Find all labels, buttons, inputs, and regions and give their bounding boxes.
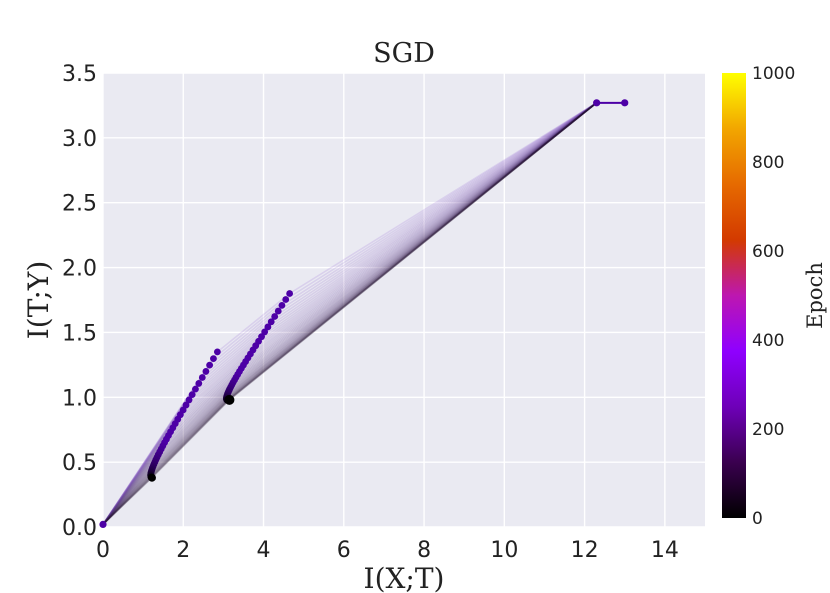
x-tick-label: 8 <box>417 538 431 563</box>
epoch-path <box>102 102 598 525</box>
epoch-path <box>102 102 598 525</box>
x-axis-label: I(X;T) <box>364 562 445 593</box>
epoch-path <box>102 102 598 525</box>
epoch-path <box>102 102 598 525</box>
colorbar-tick-label: 200 <box>752 420 784 440</box>
epoch-path <box>102 102 598 525</box>
layer3-point <box>202 368 210 375</box>
epoch-path <box>102 102 598 525</box>
epoch-path <box>102 102 598 525</box>
epoch-path <box>102 102 598 525</box>
x-tick-label: 0 <box>96 538 110 563</box>
epoch-path <box>102 102 598 525</box>
epoch-path <box>102 102 598 525</box>
layer2-end-point <box>224 394 235 405</box>
layer2-point <box>282 296 290 303</box>
epoch-path <box>102 102 598 525</box>
epoch-path <box>102 102 598 525</box>
origin-point <box>99 520 107 529</box>
epoch-path <box>102 102 598 525</box>
x-tick-label: 2 <box>176 538 190 563</box>
layer1-point <box>593 99 601 107</box>
y-tick-label: 0.0 <box>62 516 97 541</box>
epoch-path <box>102 102 598 525</box>
y-tick-label: 0.5 <box>62 451 97 476</box>
epoch-path <box>102 102 598 525</box>
epoch-path <box>102 102 598 525</box>
colorbar-bar <box>722 73 746 518</box>
x-tick-label: 12 <box>571 538 599 563</box>
layer2-point <box>267 318 275 326</box>
x-tick-label: 14 <box>651 538 679 563</box>
layer3-point <box>213 348 221 356</box>
layer3-point <box>188 391 196 399</box>
y-tick-label: 1.5 <box>62 321 97 346</box>
epoch-path <box>102 102 598 525</box>
epoch-path <box>102 102 598 525</box>
epoch-path <box>102 102 598 525</box>
colorbar-tick-label: 800 <box>752 153 784 173</box>
epoch-path <box>102 102 598 525</box>
layer2-point <box>278 301 286 309</box>
layer2-point <box>271 313 279 320</box>
y-tick-label: 2.0 <box>62 257 97 282</box>
y-axis-label: I(T;Y) <box>22 261 55 340</box>
colorbar-tick-label: 0 <box>752 509 763 529</box>
y-tick-label: 2.5 <box>62 192 97 217</box>
y-tick-label: 1.0 <box>62 386 97 411</box>
plot-background <box>103 73 705 527</box>
epoch-path <box>102 102 598 525</box>
layer3-point <box>185 396 193 404</box>
layer2-point <box>264 323 272 331</box>
epoch-path <box>102 102 598 525</box>
epoch-path <box>102 102 598 525</box>
layer3-point <box>198 374 206 381</box>
epoch-path <box>102 102 598 525</box>
epoch-path <box>102 102 598 525</box>
epoch-path <box>102 102 598 525</box>
layer2-point <box>274 307 282 315</box>
colorbar-tick-label: 600 <box>752 242 784 262</box>
epoch-path <box>102 102 598 525</box>
layer3-point <box>182 401 190 409</box>
layer3-end-point <box>147 473 156 482</box>
epoch-path <box>102 102 598 525</box>
y-tick-label: 3.5 <box>62 62 97 87</box>
colorbar-label: Epoch <box>803 262 827 329</box>
chart-title: SGD <box>373 38 435 69</box>
epoch-path <box>102 102 598 525</box>
epoch-path <box>102 102 598 525</box>
epoch-path <box>102 102 598 525</box>
epoch-path <box>102 102 598 525</box>
epoch-path <box>102 102 598 525</box>
epoch-path <box>102 102 598 525</box>
x-tick-label: 4 <box>257 538 271 563</box>
epoch-path <box>102 102 598 525</box>
colorbar: 0 200 400 600 800 1000 Epoch <box>722 64 827 529</box>
epoch-path <box>102 102 598 525</box>
epoch-path <box>102 102 598 525</box>
layer1-point <box>621 99 629 107</box>
epoch-path <box>102 102 598 525</box>
layer3-point <box>206 361 214 369</box>
layer3-point <box>210 355 217 363</box>
layer3-point <box>192 385 199 393</box>
colorbar-tick-label: 400 <box>752 331 784 351</box>
x-tick-label: 6 <box>337 538 351 563</box>
epoch-path <box>102 102 598 525</box>
layer2-point <box>286 290 294 297</box>
layer3-point <box>195 380 203 387</box>
epoch-path <box>102 102 598 525</box>
plot-area: 0 2 4 6 8 10 12 14 0.0 0.5 1.0 1.5 2.0 2.5 3.0 3.5 SGD I(… <box>22 38 705 593</box>
x-tick-label: 10 <box>490 538 518 563</box>
colorbar-tick-label: 1000 <box>752 64 795 84</box>
epoch-path <box>102 102 598 525</box>
y-tick-label: 3.0 <box>62 127 97 152</box>
